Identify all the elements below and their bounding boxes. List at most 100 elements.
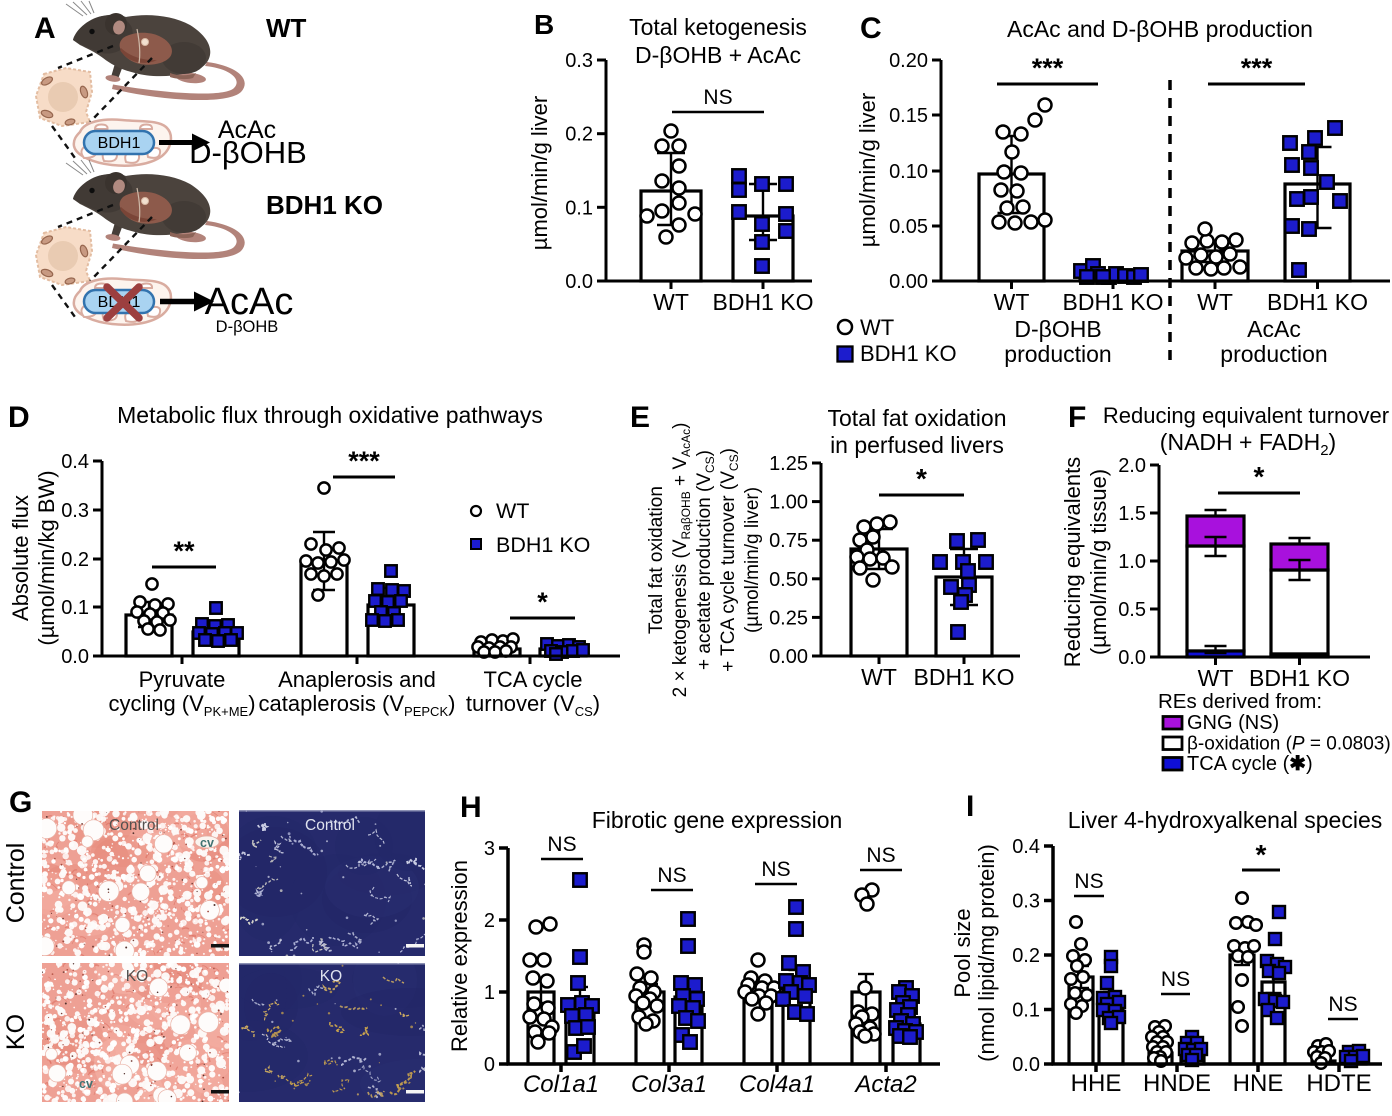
svg-text:BDH1 KO: BDH1 KO bbox=[860, 341, 957, 366]
svg-text:0.0: 0.0 bbox=[1012, 1054, 1040, 1076]
svg-text:0.50: 0.50 bbox=[769, 569, 808, 591]
svg-text:D-βOHB + AcAc: D-βOHB + AcAc bbox=[635, 42, 801, 68]
svg-text:D-βOHB: D-βOHB bbox=[189, 135, 307, 170]
svg-text:HNDE: HNDE bbox=[1143, 1070, 1211, 1097]
svg-text:2.0: 2.0 bbox=[1118, 455, 1146, 477]
svg-text:Pool size: Pool size bbox=[950, 908, 975, 997]
svg-text:NS: NS bbox=[703, 86, 732, 109]
svg-text:cycling (VPK+ME): cycling (VPK+ME) bbox=[108, 691, 255, 719]
svg-text:**: ** bbox=[173, 536, 195, 566]
svg-text:0.75: 0.75 bbox=[769, 530, 808, 552]
svg-text:1.5: 1.5 bbox=[1118, 503, 1146, 525]
svg-text:WT: WT bbox=[496, 499, 529, 523]
svg-text:0.0: 0.0 bbox=[565, 271, 593, 293]
svg-text:E: E bbox=[630, 401, 650, 434]
svg-text:Col4a1: Col4a1 bbox=[739, 1071, 815, 1098]
svg-text:0.1: 0.1 bbox=[1012, 1000, 1040, 1022]
svg-text:D-βOHB: D-βOHB bbox=[216, 318, 279, 336]
svg-text:B: B bbox=[534, 9, 554, 40]
svg-text:Liver 4-hydroxyalkenal species: Liver 4-hydroxyalkenal species bbox=[1068, 807, 1383, 833]
svg-text:NS: NS bbox=[1161, 968, 1190, 991]
svg-text:D-βOHB: D-βOHB bbox=[1014, 316, 1101, 342]
svg-text:*: * bbox=[537, 587, 548, 617]
svg-text:*: * bbox=[1254, 461, 1265, 492]
svg-text:Metabolic flux through oxidati: Metabolic flux through oxidative pathway… bbox=[117, 402, 543, 428]
svg-text:Relative expression: Relative expression bbox=[447, 860, 472, 1052]
svg-text:0.20: 0.20 bbox=[889, 50, 928, 72]
svg-text:0.0: 0.0 bbox=[61, 646, 89, 668]
svg-text:+ acetate production (VCS): + acetate production (VCS) bbox=[694, 450, 717, 670]
svg-text:0.3: 0.3 bbox=[565, 50, 593, 72]
svg-text:*: * bbox=[916, 463, 927, 494]
svg-text:BDH1 KO: BDH1 KO bbox=[496, 533, 590, 557]
svg-text:F: F bbox=[1068, 401, 1086, 434]
svg-text:production: production bbox=[1220, 341, 1327, 367]
svg-text:0.2: 0.2 bbox=[1012, 945, 1040, 967]
svg-text:0.10: 0.10 bbox=[889, 161, 928, 183]
svg-text:production: production bbox=[1004, 341, 1111, 367]
svg-text:Control: Control bbox=[2, 843, 30, 924]
svg-text:KO: KO bbox=[126, 968, 148, 985]
svg-text:NS: NS bbox=[547, 833, 576, 856]
svg-text:0.1: 0.1 bbox=[565, 197, 593, 219]
svg-text:***: *** bbox=[348, 446, 380, 476]
svg-text:NS: NS bbox=[657, 864, 686, 887]
svg-text:WT: WT bbox=[860, 315, 894, 340]
svg-text:in perfused livers: in perfused livers bbox=[830, 432, 1004, 458]
svg-text:C: C bbox=[860, 12, 882, 45]
svg-text:***: *** bbox=[1241, 53, 1273, 83]
svg-text:0.15: 0.15 bbox=[889, 105, 928, 127]
svg-text:WT: WT bbox=[266, 13, 307, 43]
svg-text:0.25: 0.25 bbox=[769, 607, 808, 629]
svg-text:Col3a1: Col3a1 bbox=[631, 1071, 707, 1098]
svg-text:AcAc: AcAc bbox=[1247, 316, 1301, 342]
svg-text:Total fat oxidation: Total fat oxidation bbox=[646, 486, 667, 634]
svg-text:(µmol/min/g tissue): (µmol/min/g tissue) bbox=[1086, 469, 1111, 655]
svg-text:Reducing equivalents: Reducing equivalents bbox=[1060, 457, 1085, 667]
svg-text:Col1a1: Col1a1 bbox=[523, 1071, 599, 1098]
svg-text:0.1: 0.1 bbox=[61, 597, 89, 619]
svg-text:AcAc: AcAc bbox=[218, 116, 276, 144]
svg-text:3: 3 bbox=[484, 838, 495, 860]
svg-text:NS: NS bbox=[761, 858, 790, 881]
svg-text:(nmol lipid/mg protein): (nmol lipid/mg protein) bbox=[974, 844, 999, 1062]
svg-text:0.0: 0.0 bbox=[1118, 647, 1146, 669]
svg-text:turnover (VCS): turnover (VCS) bbox=[466, 691, 600, 719]
svg-text:µmol/min/g liver: µmol/min/g liver bbox=[855, 93, 880, 247]
svg-text:GNG (NS): GNG (NS) bbox=[1187, 712, 1279, 734]
svg-text:AcAc: AcAc bbox=[205, 281, 294, 323]
svg-text:0.3: 0.3 bbox=[61, 500, 89, 522]
svg-text:Total fat oxidation: Total fat oxidation bbox=[827, 405, 1006, 431]
svg-text:β-oxidation (P = 0.0803): β-oxidation (P = 0.0803) bbox=[1187, 734, 1391, 755]
svg-text:NS: NS bbox=[1074, 870, 1103, 893]
svg-text:Fibrotic gene expression: Fibrotic gene expression bbox=[592, 807, 843, 833]
svg-text:WT: WT bbox=[861, 664, 897, 690]
svg-text:(NADH + FADH2): (NADH + FADH2) bbox=[1160, 429, 1336, 459]
svg-text:*: * bbox=[1256, 839, 1267, 870]
svg-text:BDH1 KO: BDH1 KO bbox=[1267, 289, 1368, 315]
svg-text:Anaplerosis and: Anaplerosis and bbox=[278, 667, 436, 692]
svg-text:+ TCA cycle turnover (VCS): + TCA cycle turnover (VCS) bbox=[718, 448, 741, 672]
svg-text:D: D bbox=[8, 401, 30, 434]
svg-text:TCA cycle (✱): TCA cycle (✱) bbox=[1187, 753, 1313, 775]
svg-text:(µmol/min/kg BW): (µmol/min/kg BW) bbox=[34, 470, 59, 645]
svg-text:2 × ketogenesis (VRaβOHB + VAc: 2 × ketogenesis (VRaβOHB + VAcAc) bbox=[670, 423, 693, 698]
svg-text:BDH1 KO: BDH1 KO bbox=[914, 664, 1015, 690]
svg-text:Reducing equivalent turnover: Reducing equivalent turnover bbox=[1103, 403, 1389, 428]
svg-text:1.0: 1.0 bbox=[1118, 551, 1146, 573]
svg-text:(µmol/min/g liver): (µmol/min/g liver) bbox=[742, 487, 763, 633]
svg-text:REs derived from:: REs derived from: bbox=[1158, 690, 1322, 713]
svg-text:WT: WT bbox=[653, 289, 689, 315]
svg-text:2: 2 bbox=[484, 910, 495, 932]
svg-text:WT: WT bbox=[1197, 289, 1233, 315]
svg-text:KO: KO bbox=[320, 968, 342, 985]
svg-text:HHE: HHE bbox=[1071, 1070, 1122, 1097]
svg-text:Control: Control bbox=[109, 817, 159, 834]
svg-text:1: 1 bbox=[484, 982, 495, 1004]
svg-text:Control: Control bbox=[305, 817, 355, 834]
svg-text:NS: NS bbox=[866, 844, 895, 867]
svg-text:Total ketogenesis: Total ketogenesis bbox=[629, 14, 807, 40]
svg-text:cv: cv bbox=[79, 1077, 93, 1091]
svg-text:BDH1 KO: BDH1 KO bbox=[266, 190, 383, 220]
svg-text:0.05: 0.05 bbox=[889, 216, 928, 238]
